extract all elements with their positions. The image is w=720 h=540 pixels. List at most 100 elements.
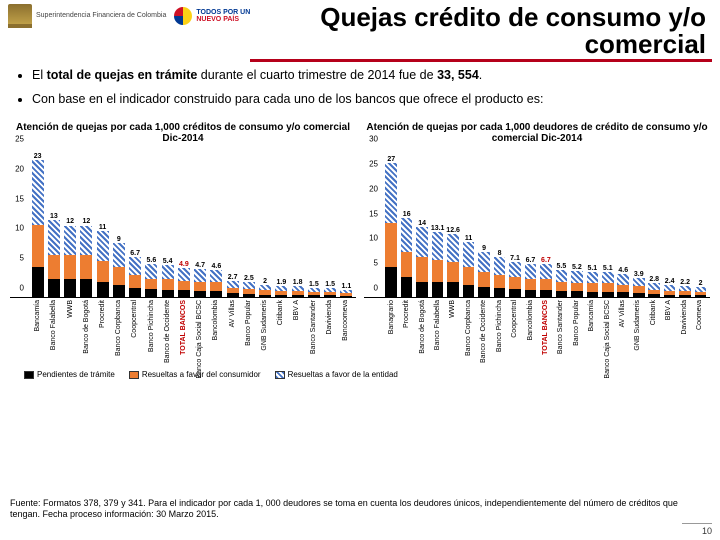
bar-segment [210, 291, 222, 297]
bar-segment [145, 289, 157, 297]
bar-group: 13.1 [430, 148, 444, 297]
x-category: Banagrario [384, 298, 399, 368]
x-category: Banco Corpbanca [111, 298, 127, 368]
bullet-item: El total de quejas en trámite durante el… [32, 68, 702, 82]
bar-segment [463, 242, 475, 267]
x-category: Bancamía [30, 298, 46, 368]
x-category: Banco Popular [241, 298, 257, 368]
header: Superintendencia Financiera de Colombia … [0, 0, 720, 58]
x-category: AV Villas [615, 298, 630, 368]
bar-value-label: 1.5 [325, 281, 335, 288]
bar-value-label: 8 [498, 250, 502, 257]
bar-group: 1.1 [339, 148, 354, 297]
x-category: Banco Santander [305, 298, 321, 368]
chart-right-title: Atención de quejas por cada 1,000 deudor… [364, 122, 710, 144]
bar-group: 2.2 [678, 148, 692, 297]
bar-segment [324, 295, 336, 297]
nuevo-line2: NUEVO PAÍS [196, 16, 250, 23]
bar-group: 23 [30, 148, 45, 297]
bar-segment [97, 261, 109, 282]
bar-stack [227, 281, 239, 297]
bar-segment [509, 289, 521, 297]
bar-stack [259, 285, 271, 297]
x-category: Banco Falabella [46, 298, 62, 368]
x-category: BBV A [662, 298, 677, 368]
x-category: Procredit [95, 298, 111, 368]
x-category: Banco de Bogotá [415, 298, 430, 368]
x-category: TOTAL BANCOS [176, 298, 192, 368]
bar-segment [401, 252, 413, 277]
bar-stack [210, 270, 222, 297]
ytick: 20 [364, 184, 378, 193]
bar-segment [587, 272, 599, 283]
bar-segment [32, 225, 44, 267]
bar-stack [275, 286, 287, 297]
bar-group: 14 [415, 148, 429, 297]
ytick: 5 [364, 259, 378, 268]
x-category: Citibank [646, 298, 661, 368]
bar-group: 12 [63, 148, 78, 297]
bar-segment [32, 160, 44, 226]
bar-segment [679, 295, 691, 297]
bar-segment [587, 292, 599, 297]
bar-group: 12.6 [446, 148, 460, 297]
bar-value-label: 16 [403, 211, 411, 218]
bar-segment [243, 294, 255, 297]
x-category: Bancolombia [208, 298, 224, 368]
bar-value-label: 1.1 [342, 283, 352, 290]
bar-segment [194, 269, 206, 282]
bar-segment [80, 279, 92, 297]
bar-segment [416, 282, 428, 297]
bar-value-label: 6.7 [130, 250, 140, 257]
logo-nuevo-pais: TODOS POR UN NUEVO PAÍS [174, 7, 250, 25]
bar-stack [509, 262, 521, 297]
chart-right-yaxis: 051015202530 [364, 148, 382, 297]
x-category: Banco Santander [554, 298, 569, 368]
bar-segment [602, 283, 614, 291]
bar-segment [587, 283, 599, 291]
legend-item: Resueltas a favor del consumidor [129, 370, 261, 379]
x-category: Banco Caja Social BCSC [600, 298, 615, 368]
chart-legend: Pendientes de trámite Resueltas a favor d… [0, 368, 720, 379]
x-category: Banco Corpbanca [461, 298, 476, 368]
chart-left-xlabels: BancamíaBanco FalabellaWWBBanco de Bogot… [30, 298, 354, 368]
bar-stack [80, 225, 92, 297]
bar-group: 11 [95, 148, 110, 297]
logo-sfc-icon [8, 4, 32, 28]
bar-stack [664, 285, 676, 297]
bar-value-label: 12 [66, 218, 74, 225]
bar-value-label: 5.2 [572, 264, 582, 271]
bar-value-label: 5.1 [587, 265, 597, 272]
bar-stack [178, 268, 190, 297]
bar-group: 2.5 [241, 148, 256, 297]
legend-item: Pendientes de trámite [24, 370, 115, 379]
bar-group: 5.4 [160, 148, 175, 297]
bar-segment [617, 285, 629, 292]
bar-value-label: 2.5 [244, 275, 254, 282]
bar-segment [64, 226, 76, 256]
bar-value-label: 3.9 [634, 271, 644, 278]
bar-value-label: 2.7 [228, 274, 238, 281]
chart-right-xlabels: BanagrarioProcreditBanco de BogotáBanco … [384, 298, 708, 368]
nuevo-line1: TODOS POR UN [196, 9, 250, 16]
page-number: 10 [682, 523, 712, 536]
bar-group: 4.7 [193, 148, 208, 297]
bar-value-label: 1.5 [309, 281, 319, 288]
bar-segment [129, 288, 141, 297]
x-category: Banco Popular [569, 298, 584, 368]
bar-stack [556, 270, 568, 297]
bar-value-label: 5.4 [163, 258, 173, 265]
bar-group: 27 [384, 148, 398, 297]
bar-segment [178, 268, 190, 281]
bar-segment [447, 282, 459, 297]
x-category: Banco de Bogotá [79, 298, 95, 368]
charts-row: Atención de quejas por cada 1,000 crédit… [0, 122, 720, 368]
bar-stack [602, 272, 614, 297]
bar-value-label: 12.6 [446, 227, 460, 234]
bar-value-label: 1.9 [277, 279, 287, 286]
bar-segment [432, 232, 444, 260]
bar-segment [463, 267, 475, 284]
bullet-item: Con base en el indicador construido para… [32, 92, 702, 106]
bar-segment [292, 295, 304, 297]
bar-segment [162, 279, 174, 290]
